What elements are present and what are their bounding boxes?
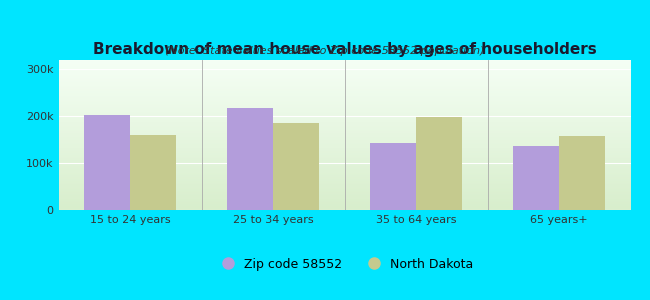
Bar [227, 108, 273, 210]
Bar [370, 143, 416, 210]
Bar [416, 117, 462, 210]
Legend: Zip code 58552, North Dakota: Zip code 58552, North Dakota [211, 253, 478, 276]
Bar [84, 115, 130, 210]
Bar [559, 136, 604, 210]
Bar [273, 123, 318, 210]
Text: (Note: State values scaled to Zip code 58552 population): (Note: State values scaled to Zip code 5… [165, 46, 485, 56]
Bar [130, 135, 176, 210]
Title: Breakdown of mean house values by ages of householders: Breakdown of mean house values by ages o… [92, 42, 597, 57]
Bar [514, 146, 559, 210]
